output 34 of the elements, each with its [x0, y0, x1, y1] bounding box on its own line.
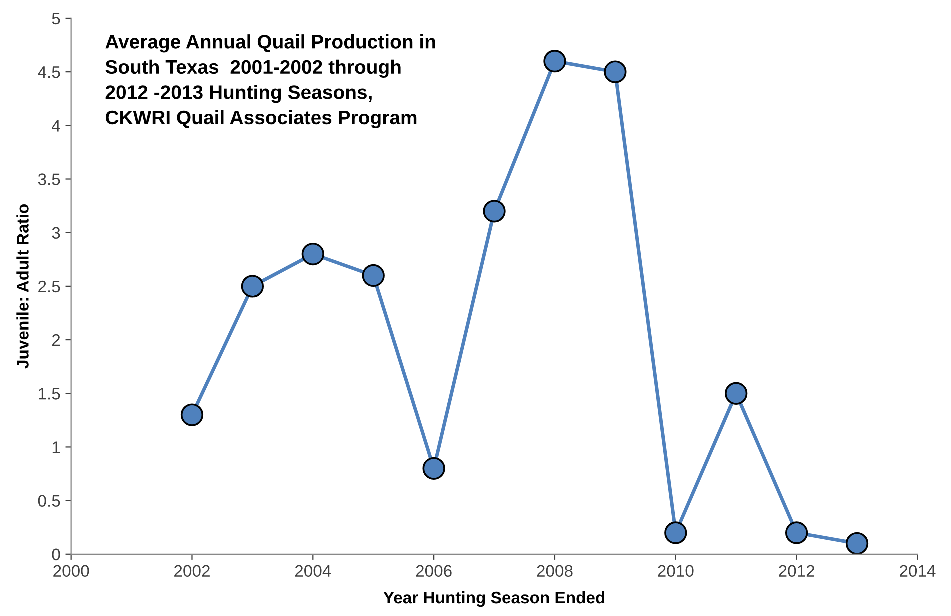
y-tick-label: 1 [52, 442, 60, 454]
y-tick-label: 0 [52, 548, 60, 561]
x-tick-label: 2014 [900, 565, 936, 578]
point [544, 50, 566, 73]
y-tick-label: 2.5 [38, 280, 60, 293]
point [483, 200, 506, 223]
text: Average Annual Quail Production in South Texas 2001-2002 through 2012 -2013 Hunting Seasons, CKWRI Quail Associates Program [106, 34, 436, 129]
x-tick-label: 2008 [537, 565, 573, 578]
y-tick-label: 3 [52, 227, 60, 240]
point [725, 382, 748, 405]
y-tick-label: 4.5 [38, 66, 60, 78]
point [846, 532, 869, 554]
point [180, 404, 204, 426]
y-tick-label: 5 [52, 13, 60, 25]
point [302, 242, 324, 266]
y-tick-label: 4 [52, 120, 60, 132]
x-tick-label: 2004 [295, 565, 332, 578]
x-tick-label: 2012 [779, 565, 815, 578]
x-tick-label: 2010 [658, 565, 694, 578]
y-tick-label: 0.5 [38, 495, 60, 508]
x-axis-title: Year Hunting Season Ended [384, 591, 605, 608]
y-tick-label: 2 [52, 334, 60, 346]
point [241, 275, 264, 298]
point [422, 457, 446, 480]
x-tick-label: 2002 [174, 565, 210, 578]
x-tick-label: 2006 [416, 565, 452, 578]
point [785, 522, 808, 544]
y-tick-label: 1.5 [39, 388, 60, 400]
point [664, 522, 688, 544]
point [604, 60, 627, 84]
x-tick-label: 2000 [54, 565, 90, 578]
y-tick-label: 3.5 [38, 174, 60, 186]
y-axis-title: Juvenile: Adult Ratio [16, 204, 29, 369]
point [362, 264, 385, 288]
